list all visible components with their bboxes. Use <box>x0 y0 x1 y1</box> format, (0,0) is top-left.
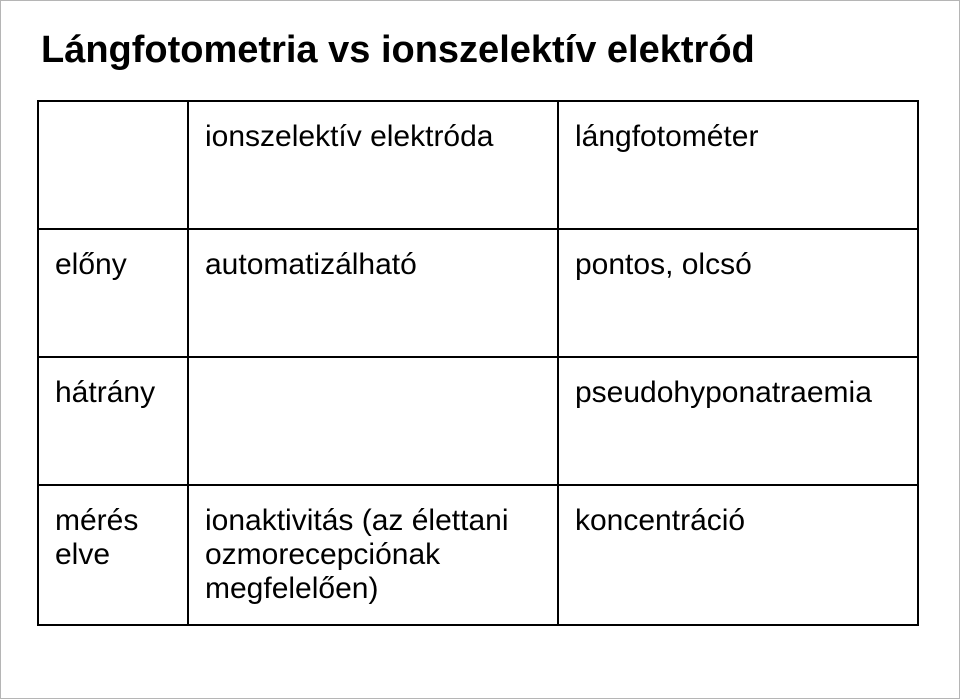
table-row: hátrány pseudohyponatraemia <box>38 357 918 485</box>
row-col1: ionaktivitás (az élettani ozmorecepcióna… <box>188 485 558 625</box>
header-blank-cell <box>38 101 188 229</box>
table-header-row: ionszelektív elektróda lángfotométer <box>38 101 918 229</box>
row-label: előny <box>38 229 188 357</box>
table-row: mérés elve ionaktivitás (az élettani ozm… <box>38 485 918 625</box>
table-row: előny automatizálható pontos, olcsó <box>38 229 918 357</box>
comparison-table: ionszelektív elektróda lángfotométer elő… <box>37 100 919 626</box>
slide-title: Lángfotometria vs ionszelektív elektród <box>41 29 923 72</box>
row-col2: pontos, olcsó <box>558 229 918 357</box>
row-label: hátrány <box>38 357 188 485</box>
slide: Lángfotometria vs ionszelektív elektród … <box>0 0 960 699</box>
header-col1: ionszelektív elektróda <box>188 101 558 229</box>
row-col1: automatizálható <box>188 229 558 357</box>
row-col1 <box>188 357 558 485</box>
header-col2: lángfotométer <box>558 101 918 229</box>
row-col2: pseudohyponatraemia <box>558 357 918 485</box>
row-label: mérés elve <box>38 485 188 625</box>
row-col2: koncentráció <box>558 485 918 625</box>
